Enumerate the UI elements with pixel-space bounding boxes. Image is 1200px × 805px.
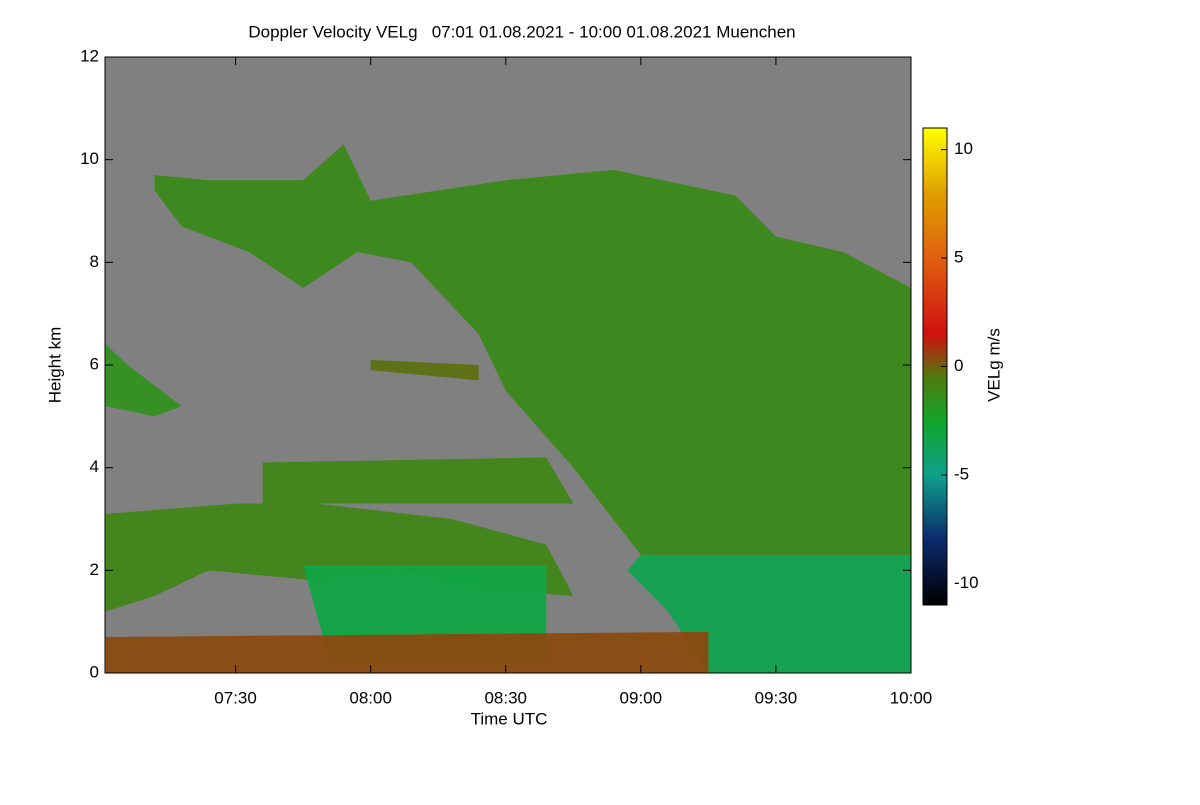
y-axis-label: Height km: [45, 327, 64, 404]
x-tick-label: 08:30: [484, 688, 527, 707]
colorbar-tick-label: 0: [954, 356, 963, 375]
y-tick-label: 4: [90, 457, 99, 476]
x-tick-label: 10:00: [890, 688, 933, 707]
y-tick-label: 12: [80, 46, 99, 65]
y-tick-label: 6: [90, 354, 99, 373]
x-tick-label: 07:30: [214, 688, 257, 707]
colorbar-label: VELg m/s: [984, 328, 1003, 402]
y-tick-label: 0: [90, 662, 99, 681]
y-tick-label: 2: [90, 560, 99, 579]
x-tick-label: 08:00: [349, 688, 392, 707]
x-tick-label: 09:00: [620, 688, 663, 707]
echo-region: [105, 631, 709, 673]
colorbar-tick-label: -5: [954, 464, 969, 483]
echo-region: [105, 344, 182, 417]
chart-title: Doppler Velocity VELg 07:01 01.08.2021 -…: [248, 22, 795, 41]
echo-region: [105, 503, 574, 612]
echo-region: [262, 457, 574, 504]
x-tick-label: 09:30: [755, 688, 798, 707]
colorbar-tick-label: 5: [954, 248, 963, 267]
y-tick-label: 8: [90, 252, 99, 271]
y-tick-label: 10: [80, 149, 99, 168]
echo-region: [154, 144, 911, 555]
colorbar-tick-label: -10: [954, 573, 979, 592]
x-axis-label: Time UTC: [471, 709, 548, 728]
echo-region: [370, 359, 479, 381]
colorbar-tick-label: 10: [954, 139, 973, 158]
